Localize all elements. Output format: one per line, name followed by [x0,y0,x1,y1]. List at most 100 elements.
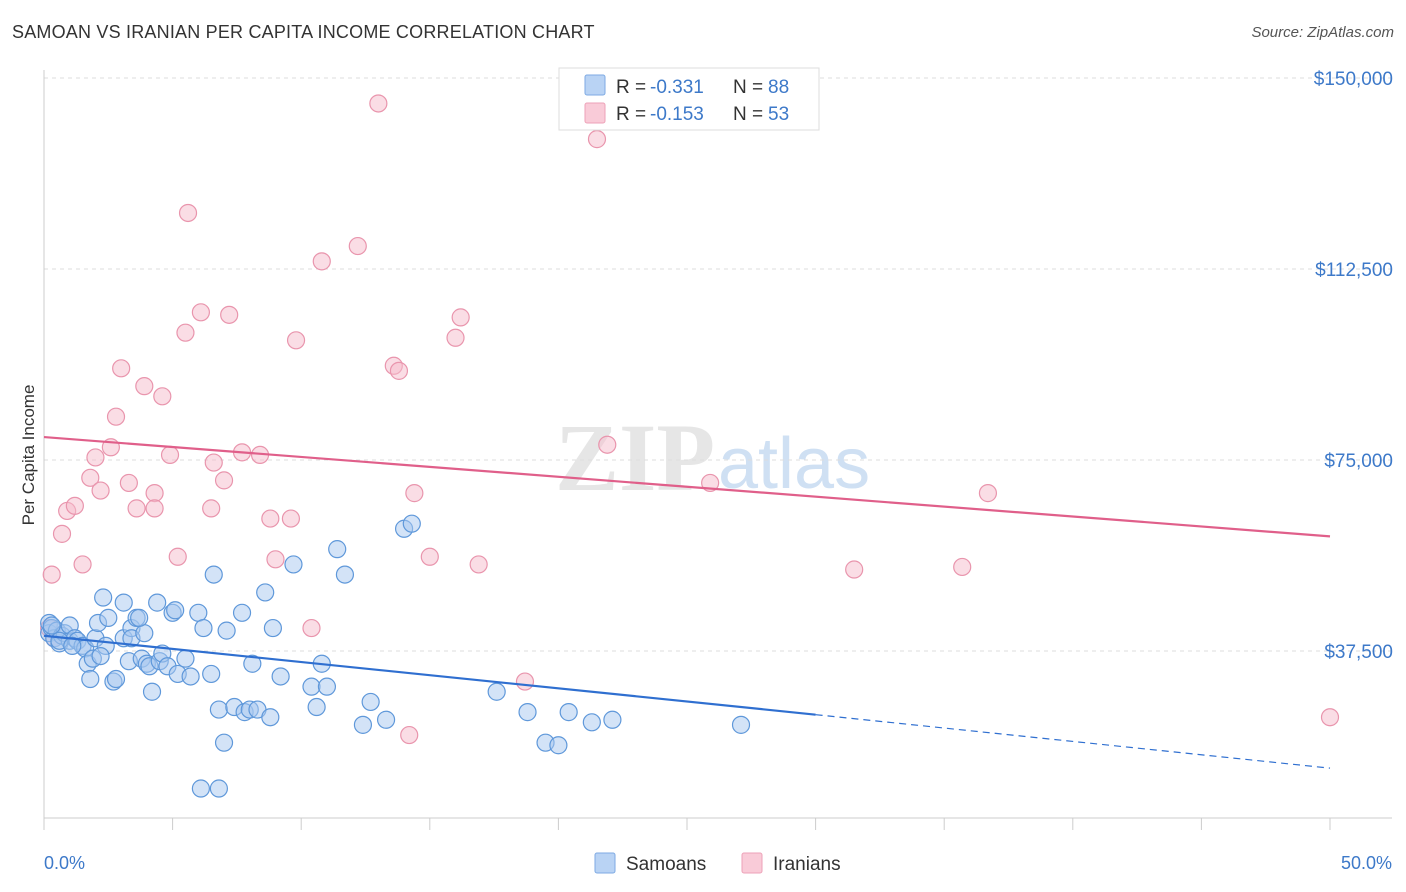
iranians-legend-label: Iranians [773,854,841,875]
iranian-point [73,555,92,574]
samoan-point [549,736,568,755]
samoan-point [361,692,380,712]
iranian-point [220,305,239,324]
trend-lines [43,435,1331,769]
iranian-point [845,560,864,579]
samoan-point [142,682,162,701]
samoan-point [317,677,337,696]
samoan-point [335,565,355,584]
iranian-point [52,524,72,543]
iranian-point [65,496,84,515]
iranian-point [145,499,164,518]
iranian-point [348,236,367,256]
samoan-point [81,669,100,689]
samoans-legend-swatch [594,852,616,874]
iranian-point [405,484,424,503]
samoan-points [40,514,751,798]
samoan-legend-swatch [584,74,606,96]
samoan-point [166,601,185,620]
y-axis-tick-labels: $37,500 $75,000 $112,500 $150,000 [1314,69,1393,663]
y-tick-label: $37,500 [1324,642,1393,663]
samoan-point [202,664,221,684]
chart-title: SAMOAN VS IRANIAN PER CAPITA INCOME CORR… [12,22,595,42]
iranian-point [135,377,154,396]
iranian-point [86,448,105,467]
iranian-point [389,361,409,380]
samoan-point [582,713,601,732]
samoan-n-label: N = [733,77,763,98]
iranian-trend-line [43,435,1331,538]
iranian-legend-swatch [584,102,606,124]
samoan-point [376,710,396,729]
iranian-point [587,130,607,149]
iranian-point [191,303,210,322]
iranian-point [178,203,198,223]
samoans-legend-label: Samoans [626,854,706,875]
iranian-point [204,453,223,472]
iranian-point [515,672,535,691]
iranian-point [202,499,221,518]
x-tick-label-max: 50.0% [1341,853,1392,873]
iranian-n-value: 53 [768,104,789,125]
samoan-point [487,682,506,701]
samoan-point [731,715,751,734]
samoan-point [261,708,280,727]
samoan-point [114,593,133,612]
iranian-point [369,94,388,113]
iranian-r-value: -0.153 [650,104,704,125]
y-tick-label: $112,500 [1315,260,1393,281]
samoan-point [194,618,213,638]
samoan-point [99,608,118,627]
iranian-point [42,565,61,584]
samoan-point [256,583,275,602]
samoan-point [191,779,210,798]
chart-source: Source: ZipAtlas.com [1251,24,1394,41]
samoan-trend-extension [815,714,1331,769]
samoan-point [209,700,228,719]
iranian-point [451,308,470,327]
iranian-n-label: N = [733,104,763,125]
iranian-point [145,484,164,503]
samoan-point [91,646,110,666]
iranian-point [469,555,488,574]
samoan-n-value: 88 [768,77,789,98]
samoan-point [271,667,290,686]
samoan-trend-line [43,634,816,716]
iranian-r-label: R = [616,104,646,125]
samoan-point [189,603,208,622]
iranian-point [598,435,617,454]
samoan-point [217,621,236,640]
samoan-point [94,588,113,607]
iranian-point [281,509,301,528]
watermark: ZIP atlas [555,404,870,511]
iranian-point [127,499,146,518]
x-tick-label-min: 0.0% [44,853,85,873]
samoan-point [559,703,578,722]
y-tick-label: $75,000 [1324,451,1393,472]
iranian-point [261,509,280,528]
iranian-point [446,328,465,347]
watermark-atlas: atlas [718,424,870,504]
samoan-point [135,624,154,643]
iranian-point [119,473,138,493]
iranians-legend-swatch [741,852,763,874]
iranian-point [168,547,187,566]
iranian-point [302,618,321,638]
gridlines [44,77,1392,652]
samoan-point [402,514,421,533]
samoan-point [328,540,347,559]
samoan-point [307,697,326,717]
iranian-point [81,468,100,487]
samoan-point [232,603,252,622]
x-axis-ticks [43,818,1331,830]
iranian-point [91,481,110,500]
y-tick-label: $150,000 [1314,69,1393,90]
samoan-point [176,649,195,668]
samoan-point [263,618,283,638]
samoan-point [63,636,82,656]
iranian-point [112,359,131,378]
samoan-point [518,703,537,722]
samoan-point [148,593,167,612]
iranian-point [176,323,195,342]
